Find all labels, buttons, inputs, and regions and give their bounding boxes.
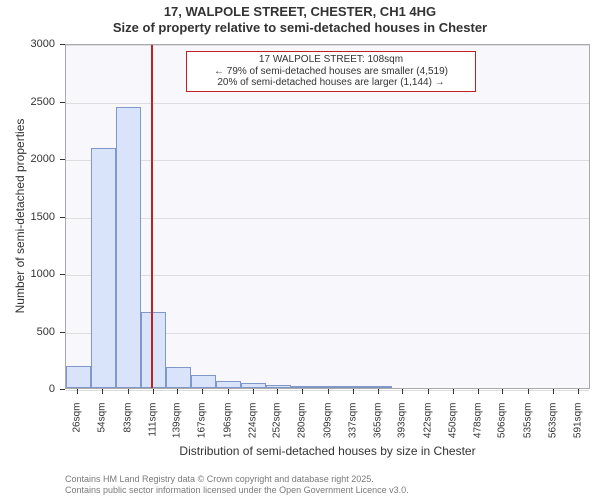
x-tick-mark bbox=[478, 389, 479, 394]
y-tick-mark bbox=[60, 217, 65, 218]
gridline bbox=[66, 160, 589, 161]
histogram-bar bbox=[342, 386, 367, 388]
y-tick-label: 2000 bbox=[0, 153, 55, 165]
y-tick-mark bbox=[60, 102, 65, 103]
x-tick-label: 280sqm bbox=[297, 403, 308, 453]
x-tick-label: 196sqm bbox=[222, 403, 233, 453]
histogram-bar bbox=[116, 107, 141, 388]
x-tick-mark bbox=[378, 389, 379, 394]
x-tick-label: 393sqm bbox=[397, 403, 408, 453]
y-tick-label: 1500 bbox=[0, 211, 55, 223]
x-tick-mark bbox=[77, 389, 78, 394]
footnote-line: Contains HM Land Registry data © Crown c… bbox=[65, 474, 409, 485]
x-tick-label: 478sqm bbox=[472, 403, 483, 453]
x-tick-label: 450sqm bbox=[447, 403, 458, 453]
y-tick-mark bbox=[60, 44, 65, 45]
histogram-bar bbox=[66, 366, 91, 388]
chart-titles: 17, WALPOLE STREET, CHESTER, CH1 4HG Siz… bbox=[0, 4, 600, 37]
histogram-bar bbox=[166, 367, 191, 388]
gridline bbox=[66, 103, 589, 104]
histogram-bar bbox=[141, 312, 166, 388]
x-tick-mark bbox=[177, 389, 178, 394]
histogram-bar bbox=[266, 385, 291, 388]
histogram-bar bbox=[191, 375, 216, 388]
annotation-line: 17 WALPOLE STREET: 108sqm bbox=[193, 54, 469, 66]
histogram-bar bbox=[91, 148, 116, 388]
gridline bbox=[66, 45, 589, 46]
y-tick-label: 500 bbox=[0, 326, 55, 338]
x-tick-mark bbox=[402, 389, 403, 394]
x-tick-label: 224sqm bbox=[247, 403, 258, 453]
annotation-box: 17 WALPOLE STREET: 108sqm← 79% of semi-d… bbox=[186, 51, 476, 92]
histogram-bar bbox=[216, 381, 241, 388]
plot-area: 17 WALPOLE STREET: 108sqm← 79% of semi-d… bbox=[65, 44, 590, 389]
x-tick-mark bbox=[253, 389, 254, 394]
x-tick-mark bbox=[153, 389, 154, 394]
x-tick-label: 591sqm bbox=[572, 403, 583, 453]
histogram-bar bbox=[367, 386, 392, 388]
y-tick-mark bbox=[60, 159, 65, 160]
x-tick-mark bbox=[528, 389, 529, 394]
x-tick-label: 252sqm bbox=[272, 403, 283, 453]
x-tick-mark bbox=[353, 389, 354, 394]
x-tick-label: 54sqm bbox=[97, 403, 108, 453]
x-tick-label: 563sqm bbox=[547, 403, 558, 453]
annotation-line: 20% of semi-detached houses are larger (… bbox=[193, 77, 469, 89]
chart-title-main: 17, WALPOLE STREET, CHESTER, CH1 4HG bbox=[0, 4, 600, 20]
x-tick-mark bbox=[328, 389, 329, 394]
x-tick-mark bbox=[302, 389, 303, 394]
chart-container: 17, WALPOLE STREET, CHESTER, CH1 4HG Siz… bbox=[0, 0, 600, 500]
x-tick-mark bbox=[453, 389, 454, 394]
y-tick-mark bbox=[60, 389, 65, 390]
x-tick-label: 167sqm bbox=[197, 403, 208, 453]
annotation-line: ← 79% of semi-detached houses are smalle… bbox=[193, 66, 469, 78]
histogram-bar bbox=[291, 386, 316, 388]
x-tick-label: 83sqm bbox=[122, 403, 133, 453]
x-tick-mark bbox=[277, 389, 278, 394]
histogram-bar bbox=[241, 383, 266, 388]
x-tick-mark bbox=[428, 389, 429, 394]
footnote-text: Contains HM Land Registry data © Crown c… bbox=[65, 474, 409, 496]
x-tick-label: 337sqm bbox=[347, 403, 358, 453]
x-tick-label: 365sqm bbox=[372, 403, 383, 453]
x-tick-label: 139sqm bbox=[172, 403, 183, 453]
x-tick-mark bbox=[102, 389, 103, 394]
x-tick-mark bbox=[502, 389, 503, 394]
x-tick-label: 535sqm bbox=[523, 403, 534, 453]
x-tick-mark bbox=[202, 389, 203, 394]
histogram-bar bbox=[317, 386, 342, 388]
y-tick-label: 2500 bbox=[0, 96, 55, 108]
x-tick-mark bbox=[578, 389, 579, 394]
x-tick-mark bbox=[228, 389, 229, 394]
gridline bbox=[66, 275, 589, 276]
x-tick-label: 309sqm bbox=[322, 403, 333, 453]
y-tick-mark bbox=[60, 332, 65, 333]
x-tick-mark bbox=[553, 389, 554, 394]
x-tick-label: 506sqm bbox=[497, 403, 508, 453]
x-tick-label: 26sqm bbox=[72, 403, 83, 453]
x-tick-label: 422sqm bbox=[422, 403, 433, 453]
y-tick-label: 0 bbox=[0, 383, 55, 395]
marker-line bbox=[151, 45, 153, 388]
gridline bbox=[66, 218, 589, 219]
x-tick-label: 111sqm bbox=[147, 403, 158, 453]
footnote-line: Contains public sector information licen… bbox=[65, 485, 409, 496]
chart-title-sub: Size of property relative to semi-detach… bbox=[0, 20, 600, 36]
y-tick-mark bbox=[60, 274, 65, 275]
y-tick-label: 1000 bbox=[0, 268, 55, 280]
x-tick-mark bbox=[128, 389, 129, 394]
y-tick-label: 3000 bbox=[0, 38, 55, 50]
